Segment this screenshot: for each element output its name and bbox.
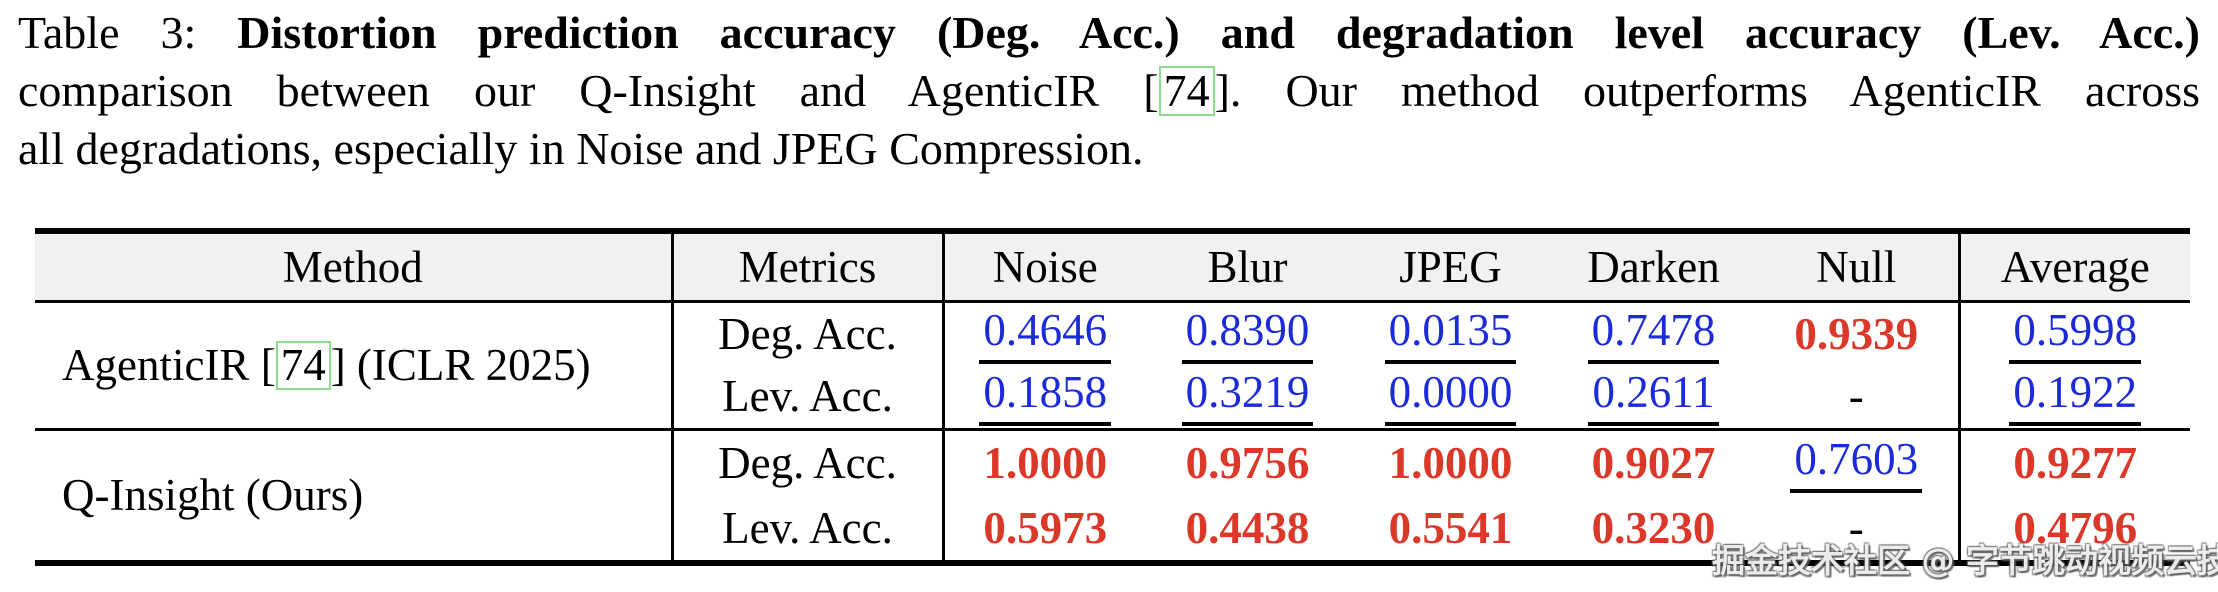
- second-best-value: 0.7478: [1587, 304, 1720, 364]
- second-best-value: 0.1858: [979, 366, 1112, 427]
- second-best-value: 0.0000: [1384, 366, 1517, 427]
- best-value: 0.5973: [983, 503, 1108, 553]
- caption-line-3: all degradations, especially in Noise an…: [18, 123, 1144, 174]
- col-header-metrics: Metrics: [672, 231, 945, 303]
- value-agenticir-deg-null: 0.9339: [1755, 301, 1961, 365]
- col-header-method: Method: [35, 231, 674, 303]
- value-qinsight-lev-average: 0.4796: [1959, 496, 2190, 563]
- second-best-value: 0.4646: [979, 304, 1112, 364]
- value-qinsight-deg-average: 0.9277: [1959, 429, 2190, 496]
- value-qinsight-deg-darken: 0.9027: [1552, 429, 1755, 496]
- col-header-null: Null: [1755, 231, 1961, 303]
- best-value: 1.0000: [983, 438, 1108, 489]
- col-header-jpeg: JPEG: [1349, 231, 1552, 303]
- method-cell-qinsight: Q-Insight (Ours): [35, 429, 674, 563]
- caption-line-1: Table 3: Distortion prediction accuracy …: [18, 4, 2200, 62]
- dash-value: -: [1848, 503, 1864, 553]
- header-row: Method Metrics Noise Blur JPEG Darken Nu…: [35, 231, 2190, 303]
- caption-table-number: Table 3:: [18, 7, 238, 58]
- second-best-value: 0.8390: [1181, 304, 1314, 364]
- best-value: 0.9339: [1794, 308, 1919, 359]
- value-qinsight-lev-darken: 0.3230: [1552, 496, 1755, 563]
- value-qinsight-lev-null: -: [1755, 496, 1961, 563]
- caption-line-2: comparison between our Q-Insight and Age…: [18, 62, 2200, 120]
- value-qinsight-lev-jpeg: 0.5541: [1349, 496, 1552, 563]
- metric-cell-agenticir-lev: Lev. Acc.: [672, 365, 945, 431]
- method-agenticir-suffix: ] (ICLR 2025): [330, 340, 591, 390]
- best-value: 0.9027: [1591, 438, 1716, 489]
- metric-cell-qinsight-lev: Lev. Acc.: [672, 496, 945, 563]
- value-qinsight-deg-null: 0.7603: [1755, 429, 1961, 496]
- value-qinsight-lev-blur: 0.4438: [1146, 496, 1349, 563]
- table-row-agenticir-lev: Lev. Acc. 0.1858 0.3219 0.0000 0.2611 - …: [35, 365, 2190, 431]
- caption-bold-title: Distortion prediction accuracy (Deg. Acc…: [237, 7, 2200, 58]
- metric-cell-agenticir-deg: Deg. Acc.: [672, 301, 945, 365]
- best-value: 0.5541: [1388, 503, 1513, 553]
- second-best-value: 0.0135: [1384, 304, 1517, 364]
- table-row-qinsight-deg: Q-Insight (Ours) Deg. Acc. 1.0000 0.9756…: [35, 429, 2190, 563]
- best-value: 0.4438: [1185, 503, 1310, 553]
- value-agenticir-lev-average: 0.1922: [1959, 365, 2190, 431]
- value-agenticir-lev-noise: 0.1858: [943, 365, 1146, 431]
- best-value: 0.3230: [1591, 503, 1716, 553]
- metric-cell-qinsight-deg: Deg. Acc.: [672, 429, 945, 496]
- best-value: 0.9277: [2013, 438, 2138, 489]
- citation-link-74[interactable]: 74: [1158, 66, 1215, 116]
- watermark-text: 掘金技术社区 @ 字节跳动视频云技术团队: [1712, 541, 2218, 580]
- best-value: 0.9756: [1185, 438, 1310, 489]
- col-header-average: Average: [1959, 231, 2190, 303]
- value-qinsight-deg-noise: 1.0000: [943, 429, 1146, 496]
- results-table: Method Metrics Noise Blur JPEG Darken Nu…: [35, 228, 2190, 566]
- value-agenticir-lev-blur: 0.3219: [1146, 365, 1349, 431]
- method-cell-agenticir: AgenticIR [74] (ICLR 2025): [35, 301, 674, 431]
- second-best-value: 0.2611: [1588, 366, 1719, 427]
- caption-text-after-cite: ]. Our method outperforms AgenticIR acro…: [1214, 65, 2200, 116]
- best-value: 1.0000: [1388, 438, 1513, 489]
- second-best-value: 0.1922: [2009, 366, 2142, 427]
- table-row-qinsight-lev: Lev. Acc. 0.5973 0.4438 0.5541 0.3230 - …: [35, 496, 2190, 563]
- second-best-value: 0.5998: [2009, 304, 2142, 364]
- citation-link-74-table[interactable]: 74: [275, 341, 331, 390]
- value-agenticir-lev-darken: 0.2611: [1552, 365, 1755, 431]
- value-agenticir-lev-jpeg: 0.0000: [1349, 365, 1552, 431]
- table-row-agenticir-deg: AgenticIR [74] (ICLR 2025) Deg. Acc. 0.4…: [35, 301, 2190, 431]
- second-best-value: 0.7603: [1790, 433, 1923, 494]
- method-agenticir-prefix: AgenticIR [: [62, 340, 276, 390]
- second-best-value: 0.3219: [1181, 366, 1314, 427]
- value-qinsight-deg-jpeg: 1.0000: [1349, 429, 1552, 496]
- col-header-darken: Darken: [1552, 231, 1755, 303]
- col-header-noise: Noise: [943, 231, 1146, 303]
- value-agenticir-deg-jpeg: 0.0135: [1349, 301, 1552, 365]
- table-caption: Table 3: Distortion prediction accuracy …: [18, 4, 2200, 178]
- col-header-blur: Blur: [1146, 231, 1349, 303]
- value-qinsight-lev-noise: 0.5973: [943, 496, 1146, 563]
- value-qinsight-deg-blur: 0.9756: [1146, 429, 1349, 496]
- caption-text-before-cite: comparison between our Q-Insight and Age…: [18, 65, 1159, 116]
- value-agenticir-deg-blur: 0.8390: [1146, 301, 1349, 365]
- value-agenticir-lev-null: -: [1755, 365, 1961, 431]
- best-value: 0.4796: [2013, 503, 2138, 553]
- value-agenticir-deg-noise: 0.4646: [943, 301, 1146, 365]
- value-agenticir-deg-darken: 0.7478: [1552, 301, 1755, 365]
- value-agenticir-deg-average: 0.5998: [1959, 301, 2190, 365]
- dash-value: -: [1848, 371, 1864, 422]
